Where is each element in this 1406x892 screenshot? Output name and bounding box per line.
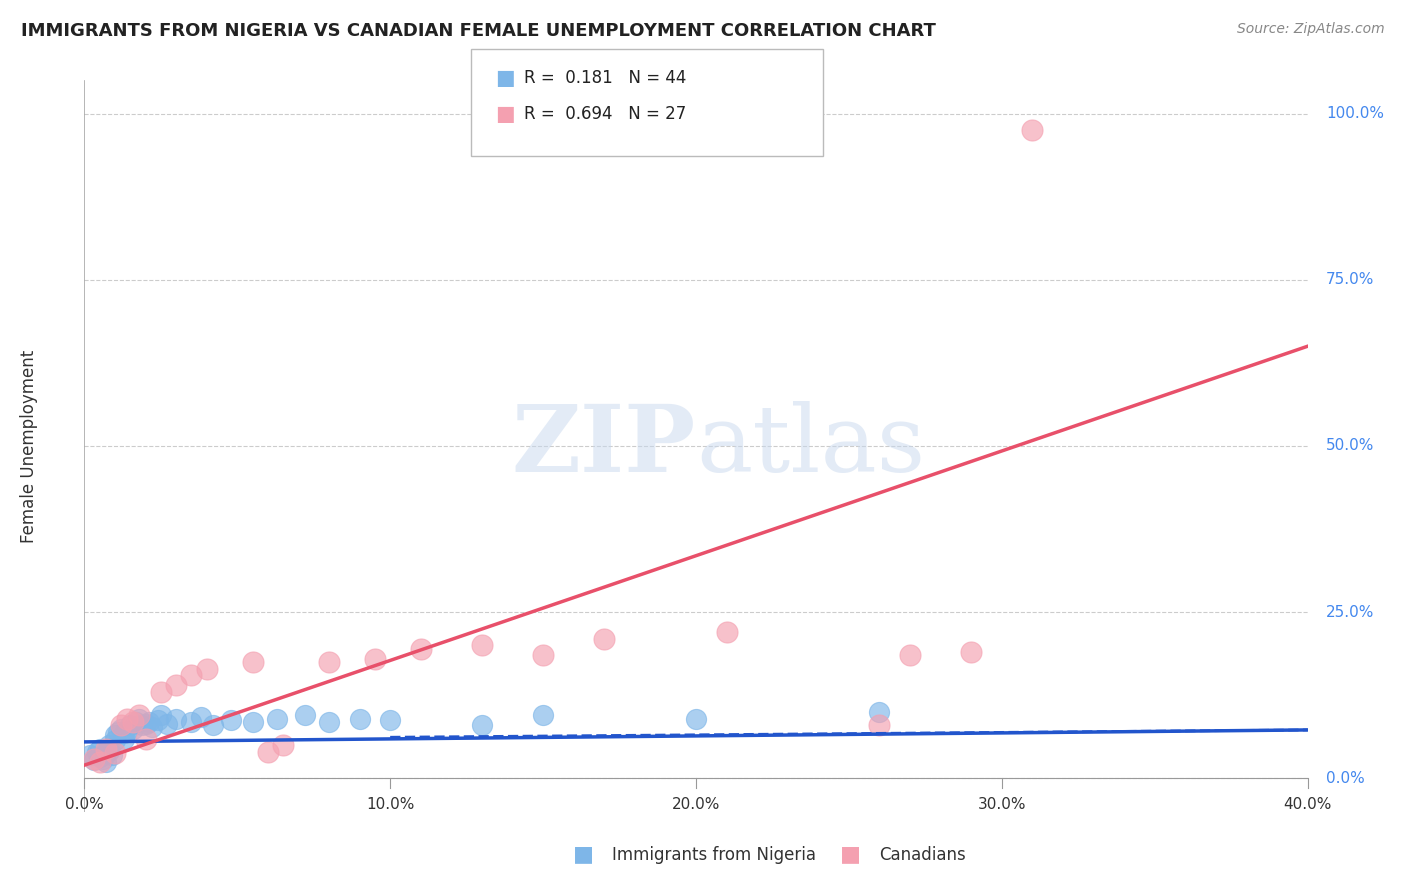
Text: 20.0%: 20.0% xyxy=(672,797,720,812)
Point xyxy=(94,746,117,760)
Point xyxy=(960,645,983,659)
Point xyxy=(1021,123,1043,137)
Point xyxy=(110,718,132,732)
Point xyxy=(364,652,387,666)
Point xyxy=(869,705,891,719)
Text: ZIP: ZIP xyxy=(512,401,696,491)
Point xyxy=(79,748,101,763)
Point xyxy=(112,731,135,746)
Text: 50.0%: 50.0% xyxy=(1326,439,1374,453)
Point xyxy=(97,738,120,752)
Point xyxy=(125,714,148,729)
Point xyxy=(257,745,280,759)
Point xyxy=(685,712,707,726)
Point xyxy=(128,712,150,726)
Point xyxy=(869,718,891,732)
Point xyxy=(141,720,163,734)
Point xyxy=(89,749,111,764)
Text: Source: ZipAtlas.com: Source: ZipAtlas.com xyxy=(1237,22,1385,37)
Point xyxy=(380,713,402,727)
Point xyxy=(89,755,111,769)
Point xyxy=(165,712,187,726)
Point xyxy=(94,741,117,756)
Text: ■: ■ xyxy=(495,69,515,88)
Text: Immigrants from Nigeria: Immigrants from Nigeria xyxy=(612,846,815,863)
Point xyxy=(83,753,105,767)
Text: IMMIGRANTS FROM NIGERIA VS CANADIAN FEMALE UNEMPLOYMENT CORRELATION CHART: IMMIGRANTS FROM NIGERIA VS CANADIAN FEMA… xyxy=(21,22,936,40)
Point xyxy=(898,648,921,663)
Text: 25.0%: 25.0% xyxy=(1326,605,1374,620)
Point xyxy=(149,685,172,699)
Point xyxy=(86,745,108,759)
Text: 40.0%: 40.0% xyxy=(1284,797,1331,812)
Point xyxy=(318,714,340,729)
Point xyxy=(115,723,138,738)
Point xyxy=(104,746,127,760)
Point xyxy=(180,668,202,682)
Point xyxy=(122,722,145,736)
Point xyxy=(318,655,340,669)
Text: atlas: atlas xyxy=(696,401,925,491)
Point xyxy=(89,741,111,756)
Point xyxy=(266,712,288,726)
Point xyxy=(409,641,432,656)
Point xyxy=(593,632,616,646)
Text: Canadians: Canadians xyxy=(879,846,966,863)
Point xyxy=(180,714,202,729)
Point xyxy=(104,732,127,747)
Point xyxy=(219,713,242,727)
Point xyxy=(201,718,224,732)
Point xyxy=(101,748,124,763)
Point xyxy=(115,712,138,726)
Text: ■: ■ xyxy=(495,104,515,124)
Point xyxy=(110,722,132,736)
Point xyxy=(242,655,264,669)
Point xyxy=(531,648,554,663)
Point xyxy=(471,639,494,653)
Point xyxy=(349,712,371,726)
Point xyxy=(131,718,153,732)
Point xyxy=(156,717,179,731)
Point xyxy=(242,714,264,729)
Point xyxy=(165,678,187,692)
Point xyxy=(83,751,105,765)
Point xyxy=(716,625,738,640)
Point xyxy=(294,708,316,723)
Text: 30.0%: 30.0% xyxy=(977,797,1026,812)
Text: R =  0.181   N = 44: R = 0.181 N = 44 xyxy=(524,70,686,87)
Point xyxy=(531,708,554,723)
Point xyxy=(149,708,172,723)
Point xyxy=(146,713,169,727)
Point xyxy=(271,738,294,752)
Point xyxy=(138,714,160,729)
Point xyxy=(112,726,135,740)
Point xyxy=(195,662,218,676)
Text: 75.0%: 75.0% xyxy=(1326,272,1374,287)
Point xyxy=(471,718,494,732)
Text: 100.0%: 100.0% xyxy=(1326,106,1384,121)
Point xyxy=(128,708,150,723)
Text: 0.0%: 0.0% xyxy=(65,797,104,812)
Text: 0.0%: 0.0% xyxy=(1326,771,1365,786)
Point xyxy=(122,714,145,729)
Point xyxy=(94,755,117,769)
Text: 10.0%: 10.0% xyxy=(366,797,415,812)
Text: R =  0.694   N = 27: R = 0.694 N = 27 xyxy=(524,105,686,123)
Point xyxy=(91,751,114,765)
Point xyxy=(120,718,142,732)
Point xyxy=(104,728,127,742)
Point xyxy=(135,731,157,746)
Text: Female Unemployment: Female Unemployment xyxy=(20,350,38,542)
Text: ■: ■ xyxy=(841,845,860,864)
Point xyxy=(190,710,212,724)
Point xyxy=(107,725,129,739)
Text: ■: ■ xyxy=(574,845,593,864)
Point xyxy=(135,717,157,731)
Point xyxy=(97,743,120,757)
